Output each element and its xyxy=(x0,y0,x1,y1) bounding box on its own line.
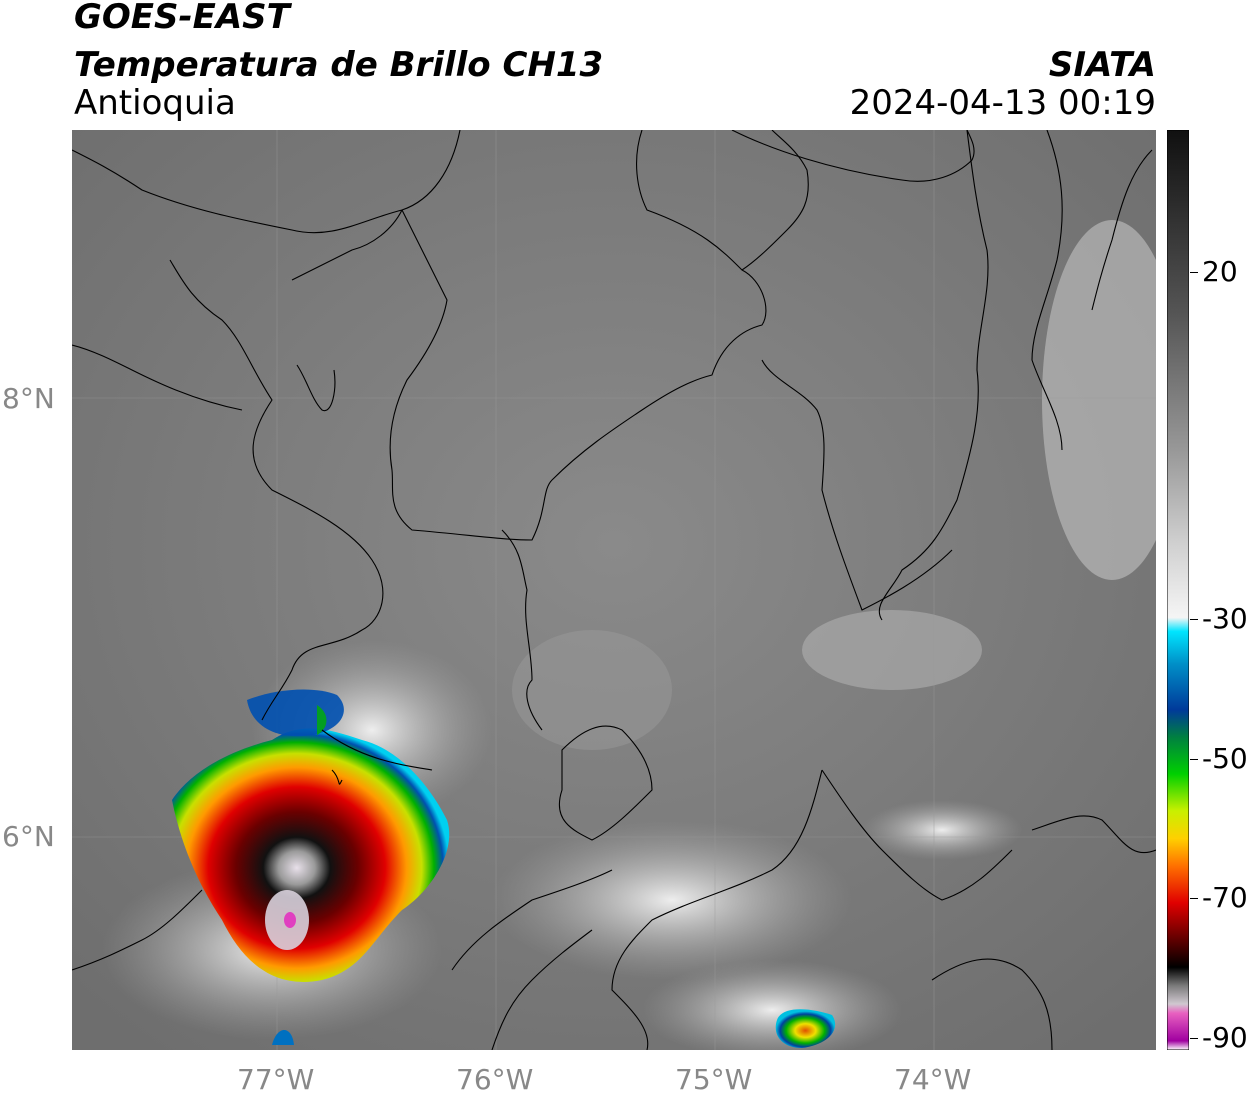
boundaries xyxy=(72,130,1156,1050)
satellite-title: GOES-EAST xyxy=(74,0,290,37)
latitude-label: 8°N xyxy=(2,382,55,415)
datetime-label: 2024-04-13 00:19 xyxy=(849,83,1156,123)
longitude-label: 77°W xyxy=(237,1063,315,1096)
colorbar-tick xyxy=(1190,898,1198,899)
colorbar-tick xyxy=(1190,1038,1198,1039)
colorbar-label: -90 xyxy=(1202,1021,1248,1054)
longitude-label: 74°W xyxy=(894,1063,972,1096)
convective-storm xyxy=(172,689,450,982)
colorbar xyxy=(1167,130,1189,1050)
longitude-label: 76°W xyxy=(456,1063,534,1096)
colorbar-tick xyxy=(1190,619,1198,620)
colorbar-label: 20 xyxy=(1202,255,1238,288)
colorbar-tick xyxy=(1190,272,1198,273)
colorbar-label: -50 xyxy=(1202,742,1248,775)
colorbar-label: -70 xyxy=(1202,881,1248,914)
brand-label: SIATA xyxy=(1048,45,1156,85)
colorbar-label: -30 xyxy=(1202,602,1248,635)
colorbar-tick xyxy=(1190,759,1198,760)
region-label: Antioquia xyxy=(74,83,236,123)
satellite-map[interactable] xyxy=(72,130,1156,1050)
latitude-label: 6°N xyxy=(2,820,55,853)
product-title: Temperatura de Brillo CH13 xyxy=(74,45,604,85)
longitude-label: 75°W xyxy=(675,1063,753,1096)
small-storm xyxy=(272,1009,836,1048)
